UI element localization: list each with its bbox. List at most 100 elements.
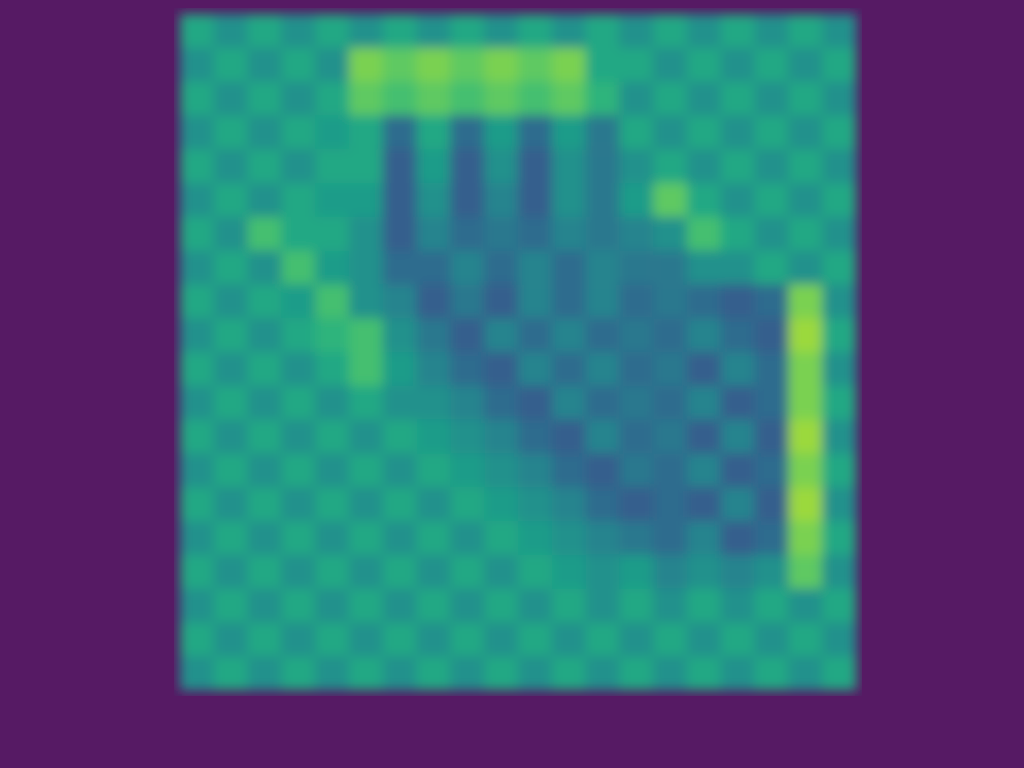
heatmap-cell <box>653 420 687 454</box>
heatmap-cell <box>586 521 620 555</box>
heatmap-cell <box>214 284 248 318</box>
heatmap-cell <box>248 251 282 285</box>
heatmap-cell <box>450 82 484 116</box>
heatmap-cell <box>822 183 856 217</box>
heatmap-cell <box>788 284 822 318</box>
heatmap-cell <box>281 555 315 589</box>
heatmap-cell <box>788 318 822 352</box>
heatmap-cell <box>721 622 755 656</box>
heatmap-cell <box>417 48 451 82</box>
heatmap-cell <box>518 487 552 521</box>
heatmap-cell <box>383 555 417 589</box>
heatmap-cell <box>518 82 552 116</box>
heatmap-cell <box>653 352 687 386</box>
heatmap-cell <box>619 48 653 82</box>
heatmap-cell <box>518 183 552 217</box>
heatmap-cell <box>619 217 653 251</box>
heatmap-cell <box>484 555 518 589</box>
heatmap-cell <box>687 386 721 420</box>
heatmap-cell <box>518 386 552 420</box>
heatmap-cell <box>214 48 248 82</box>
heatmap-cell <box>518 14 552 48</box>
heatmap-cell <box>248 318 282 352</box>
heatmap-cell <box>518 352 552 386</box>
heatmap-cell <box>822 217 856 251</box>
heatmap-cell <box>518 555 552 589</box>
heatmap-cell <box>552 284 586 318</box>
heatmap-cell <box>315 82 349 116</box>
heatmap-cell <box>315 318 349 352</box>
heatmap-cell <box>518 622 552 656</box>
heatmap-cell <box>281 284 315 318</box>
heatmap-cell <box>484 386 518 420</box>
heatmap-cell <box>450 284 484 318</box>
heatmap-cell <box>822 555 856 589</box>
heatmap-cell <box>180 487 214 521</box>
heatmap-cell <box>518 453 552 487</box>
heatmap-cell <box>417 555 451 589</box>
heatmap-cell <box>180 352 214 386</box>
heatmap-cell <box>315 217 349 251</box>
heatmap-cell <box>687 420 721 454</box>
heatmap-cell <box>721 656 755 690</box>
heatmap-cell <box>281 48 315 82</box>
heatmap-cell <box>315 555 349 589</box>
heatmap-cell <box>450 352 484 386</box>
heatmap-cell <box>214 555 248 589</box>
heatmap-cell <box>450 251 484 285</box>
heatmap-cell <box>552 82 586 116</box>
heatmap-cell <box>180 284 214 318</box>
heatmap-cell <box>653 555 687 589</box>
heatmap-cell <box>619 352 653 386</box>
heatmap-cell <box>788 183 822 217</box>
heatmap-cell <box>383 14 417 48</box>
heatmap-cell <box>653 318 687 352</box>
heatmap-cell <box>349 284 383 318</box>
heatmap-cell <box>180 386 214 420</box>
heatmap-cell <box>315 284 349 318</box>
heatmap-cell <box>383 149 417 183</box>
heatmap-cell <box>383 284 417 318</box>
heatmap-cell <box>248 521 282 555</box>
heatmap-cell <box>417 318 451 352</box>
heatmap-cell <box>214 82 248 116</box>
heatmap-cell <box>180 48 214 82</box>
heatmap-cell <box>248 284 282 318</box>
heatmap-cell <box>755 352 789 386</box>
heatmap-cell <box>484 622 518 656</box>
heatmap-cell <box>450 453 484 487</box>
heatmap-cell <box>653 149 687 183</box>
heatmap-cell <box>822 521 856 555</box>
heatmap-cell <box>586 284 620 318</box>
heatmap-cell <box>619 589 653 623</box>
heatmap-cells <box>180 14 857 691</box>
heatmap-cell <box>450 555 484 589</box>
heatmap-cell <box>586 48 620 82</box>
heatmap-cell <box>484 82 518 116</box>
heatmap-cell <box>484 217 518 251</box>
heatmap-cell <box>721 149 755 183</box>
heatmap-cell <box>315 386 349 420</box>
heatmap-cell <box>214 521 248 555</box>
heatmap-cell <box>383 386 417 420</box>
heatmap-cell <box>450 420 484 454</box>
heatmap-cell <box>349 420 383 454</box>
heatmap-cell <box>315 487 349 521</box>
heatmap-cell <box>417 420 451 454</box>
heatmap-cell <box>552 420 586 454</box>
heatmap-cell <box>214 589 248 623</box>
heatmap-cell <box>552 487 586 521</box>
heatmap-cell <box>586 656 620 690</box>
heatmap-cell <box>687 217 721 251</box>
heatmap-cell <box>383 521 417 555</box>
heatmap-cell <box>721 487 755 521</box>
heatmap-cell <box>653 14 687 48</box>
heatmap-cell <box>822 82 856 116</box>
heatmap-cell <box>552 183 586 217</box>
heatmap-cell <box>619 386 653 420</box>
heatmap-cell <box>755 14 789 48</box>
heatmap-cell <box>653 82 687 116</box>
heatmap-cell <box>383 352 417 386</box>
heatmap-cell <box>248 352 282 386</box>
heatmap-cell <box>552 318 586 352</box>
